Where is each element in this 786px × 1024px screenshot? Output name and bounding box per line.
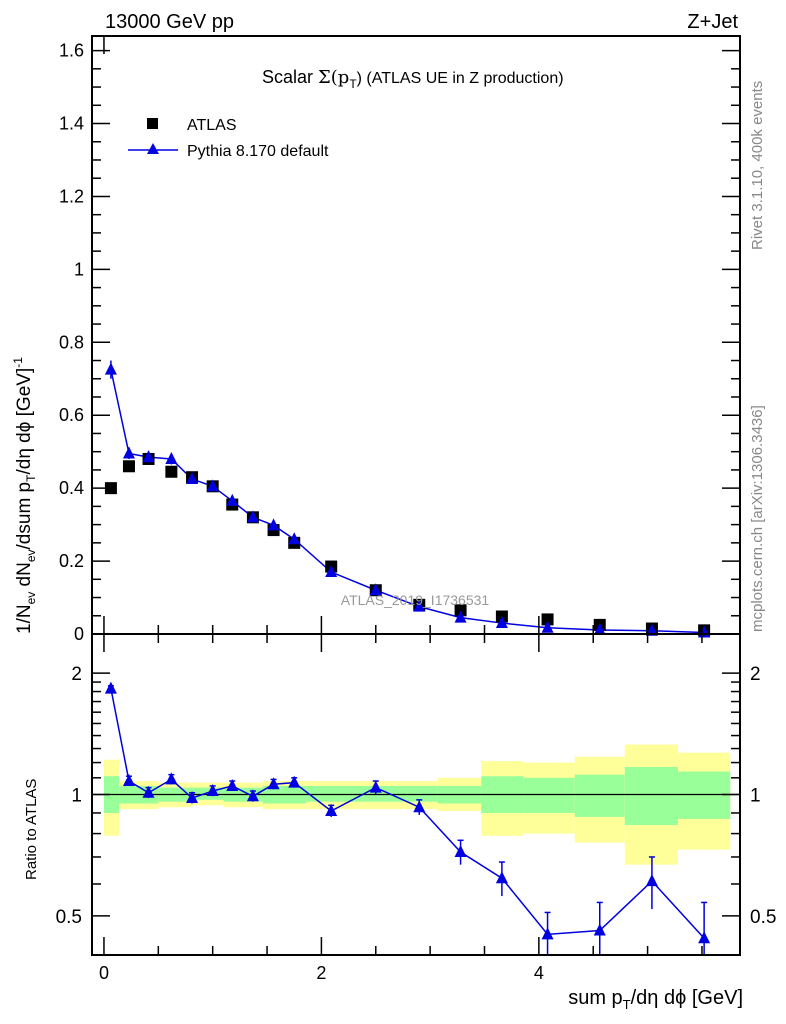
ratio-data-point xyxy=(226,778,239,791)
ratio-bands xyxy=(92,744,740,865)
pythia-data-point xyxy=(226,493,239,506)
x-axis-label: sum pT/dη dϕ [GeV] xyxy=(568,987,743,1012)
ratio-data-point xyxy=(267,777,280,790)
ratio-data-point xyxy=(325,804,338,817)
legend-atlas-label: ATLAS xyxy=(187,117,237,134)
pythia-data-point xyxy=(186,472,199,485)
ratio-data-point xyxy=(593,923,606,936)
ratio-data-point xyxy=(186,791,199,804)
ratio-y-tick-label: 0.5 xyxy=(56,907,82,928)
y-tick-label: 1.2 xyxy=(59,186,84,206)
side-label-mcplots: mcplots.cern.ch [arXiv:1306.3436] xyxy=(749,405,766,632)
atlas-data-point xyxy=(541,613,554,626)
y-tick-label: 0.6 xyxy=(59,405,84,425)
pythia-data-point xyxy=(369,583,382,596)
ratio-data-point xyxy=(698,931,711,944)
axes: 0 0.2 0.4 0.6 0.8 1 1.2 1.4 1.6 0 2 4 0.5 0.5 1 1 2 2 xyxy=(56,35,776,983)
ratio-y-tick-label: 1 xyxy=(71,786,82,807)
ratio-band-green xyxy=(678,771,731,819)
ratio-data-point xyxy=(413,800,426,813)
x-tick-label: 2 xyxy=(316,963,326,983)
header-left: 13000 GeV pp xyxy=(105,11,234,33)
ratio-band-green xyxy=(574,774,625,817)
pythia-data-point xyxy=(645,623,658,636)
atlas-data-point xyxy=(104,482,117,495)
header-right: Z+Jet xyxy=(687,11,738,33)
pythia-data-point xyxy=(495,616,508,629)
pythia-data-point xyxy=(325,565,338,578)
ratio-data-point xyxy=(454,845,467,858)
watermark: ATLAS_2019_I1736531 xyxy=(341,592,490,608)
ratio-data-point xyxy=(495,871,508,884)
atlas-data-point xyxy=(454,604,467,617)
ratio-data-point xyxy=(541,927,554,940)
legend-atlas-marker xyxy=(147,118,158,129)
ratio-data-point xyxy=(369,780,382,793)
y-tick-label: 0.4 xyxy=(59,478,84,498)
y-tick-label: 0.8 xyxy=(59,332,84,352)
legend-pythia-label: Pythia 8.170 default xyxy=(187,143,329,160)
ratio-y-tick-label-right: 2 xyxy=(750,664,761,685)
pythia-data-point xyxy=(165,451,178,464)
atlas-data-point xyxy=(165,465,178,478)
ratio-y-axis-label: Ratio to ATLAS xyxy=(23,779,40,880)
pythia-data-point xyxy=(454,610,467,623)
legend-pythia-marker xyxy=(147,143,159,154)
pythia-data-point xyxy=(246,510,259,523)
pythia-data-point xyxy=(413,599,426,612)
side-label-rivet: Rivet 3.1.10, 400k events xyxy=(749,81,766,250)
y-tick-label: 1.4 xyxy=(59,114,84,134)
pythia-data-point xyxy=(142,450,155,463)
ratio-data-point xyxy=(165,772,178,785)
ratio-data-point xyxy=(104,681,117,694)
chart-marks xyxy=(104,360,711,955)
ratio-band-green xyxy=(306,785,438,802)
y-tick-label: 0 xyxy=(74,624,84,644)
ratio-band-green xyxy=(624,766,679,826)
atlas-data-point xyxy=(122,460,135,473)
ratio-y-tick-label: 2 xyxy=(71,664,82,685)
y-tick-label: 1 xyxy=(74,259,84,279)
chart-title: Scalar Σ(pT) (ATLAS UE in Z production) xyxy=(262,67,564,91)
ratio-data-point xyxy=(122,774,135,787)
x-tick-label: 4 xyxy=(534,963,544,983)
ratio-data-point xyxy=(142,785,155,798)
ratio-data-point xyxy=(206,784,219,797)
x-tick-label: 0 xyxy=(99,963,109,983)
y-axis-label: 1/Nev dNev/dsum pT/dη dϕ [GeV]-1 xyxy=(11,357,38,634)
pythia-data-point xyxy=(122,446,135,459)
y-tick-label: 0.2 xyxy=(59,551,84,571)
ratio-data-point xyxy=(288,775,301,788)
y-tick-label: 1.6 xyxy=(59,41,84,61)
pythia-data-point xyxy=(541,620,554,633)
pythia-data-point xyxy=(593,622,606,635)
ratio-band-green xyxy=(523,777,575,813)
ratio-y-tick-label-right: 1 xyxy=(750,786,761,807)
pythia-data-point xyxy=(206,479,219,492)
pythia-data-point xyxy=(288,532,301,545)
pythia-data-point xyxy=(267,518,280,531)
ratio-data-point xyxy=(246,789,259,802)
ratio-y-tick-label-right: 0.5 xyxy=(750,907,776,928)
pythia-data-point xyxy=(104,362,117,375)
ratio-data-point xyxy=(645,874,658,887)
